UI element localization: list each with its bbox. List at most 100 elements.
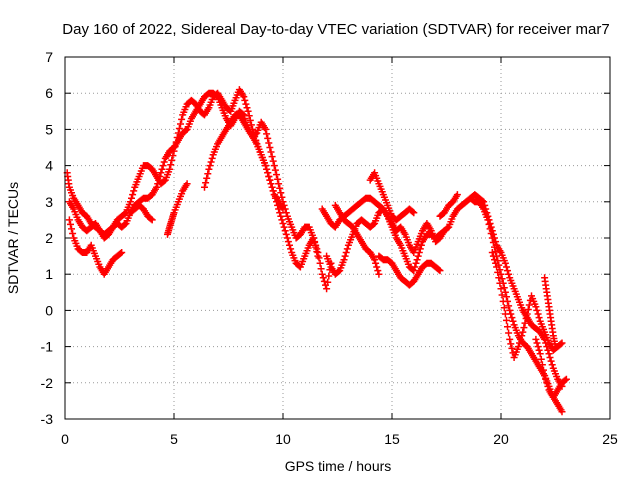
data-point bbox=[65, 216, 73, 224]
data-point bbox=[283, 234, 291, 242]
data-point bbox=[245, 112, 253, 120]
data-point bbox=[506, 306, 514, 314]
data-point bbox=[282, 209, 290, 217]
data-point bbox=[270, 162, 278, 170]
data-point bbox=[121, 210, 129, 218]
y-tick-label: 0 bbox=[45, 302, 53, 318]
data-point bbox=[242, 100, 250, 108]
data-point bbox=[373, 263, 381, 271]
data-point bbox=[506, 335, 514, 343]
data-point bbox=[538, 361, 546, 369]
data-point bbox=[491, 256, 498, 264]
data-point bbox=[435, 266, 443, 274]
data-point bbox=[547, 357, 555, 365]
data-point bbox=[263, 130, 271, 138]
y-axis-label: SDTVAR / TECUs bbox=[5, 182, 21, 294]
data-point bbox=[243, 104, 251, 112]
data-point bbox=[493, 263, 501, 271]
data-point bbox=[266, 176, 274, 184]
y-tick-label: -3 bbox=[41, 411, 54, 427]
data-point bbox=[410, 209, 418, 217]
data-point bbox=[504, 267, 511, 275]
data-point bbox=[487, 223, 495, 231]
data-point bbox=[280, 223, 288, 231]
y-tick-label: 6 bbox=[45, 85, 53, 101]
data-point bbox=[519, 328, 527, 336]
data-point bbox=[284, 238, 292, 246]
data-point bbox=[498, 275, 506, 283]
data-point bbox=[208, 154, 216, 162]
data-point bbox=[340, 256, 348, 264]
data-point bbox=[374, 267, 382, 275]
data-point bbox=[265, 139, 273, 147]
plot-frame bbox=[64, 56, 611, 420]
data-point bbox=[436, 267, 444, 275]
data-point bbox=[504, 323, 511, 331]
data-point bbox=[325, 272, 333, 280]
data-point bbox=[492, 259, 500, 267]
data-point bbox=[496, 279, 504, 287]
data-point bbox=[335, 268, 343, 275]
data-point bbox=[153, 183, 161, 191]
data-point bbox=[500, 284, 508, 292]
data-point bbox=[175, 125, 183, 132]
data-point bbox=[486, 220, 494, 227]
data-point bbox=[542, 375, 550, 383]
data-point bbox=[177, 120, 184, 128]
data-point bbox=[269, 187, 277, 195]
data-point bbox=[501, 310, 509, 318]
data-point bbox=[370, 220, 377, 228]
data-point bbox=[409, 208, 417, 216]
data-point bbox=[207, 158, 215, 166]
data-point bbox=[561, 376, 569, 384]
data-point bbox=[160, 158, 168, 166]
data-point bbox=[411, 263, 419, 271]
data-point bbox=[279, 220, 287, 227]
data-point bbox=[271, 166, 279, 174]
y-tick-label: 3 bbox=[45, 194, 53, 210]
data-point bbox=[262, 162, 270, 170]
data-point bbox=[247, 121, 255, 129]
y-tick-label: -2 bbox=[41, 375, 54, 391]
data-point bbox=[516, 339, 523, 347]
data-point bbox=[548, 361, 556, 369]
data-point bbox=[414, 252, 422, 260]
data-point bbox=[154, 180, 162, 188]
data-point bbox=[482, 205, 490, 213]
data-point bbox=[275, 180, 283, 188]
data-point bbox=[508, 314, 516, 322]
data-point bbox=[265, 173, 273, 180]
data-point bbox=[312, 243, 320, 251]
data-point bbox=[412, 259, 420, 267]
data-point bbox=[324, 278, 332, 286]
data-point bbox=[159, 162, 167, 170]
chart-title: Day 160 of 2022, Sidereal Day-to-day VTE… bbox=[62, 21, 609, 38]
data-point bbox=[158, 165, 166, 173]
data-point bbox=[169, 152, 177, 160]
data-point bbox=[311, 239, 319, 246]
x-axis-label: GPS time / hours bbox=[285, 458, 392, 474]
data-points bbox=[63, 86, 570, 416]
data-point bbox=[488, 249, 496, 256]
data-point bbox=[203, 174, 211, 182]
y-tick-label: 2 bbox=[45, 230, 53, 246]
data-point bbox=[503, 263, 510, 271]
data-point bbox=[204, 170, 212, 178]
data-point bbox=[320, 277, 328, 285]
data-point bbox=[507, 340, 515, 348]
data-point bbox=[183, 180, 191, 188]
data-point bbox=[316, 259, 324, 267]
data-point bbox=[558, 339, 566, 347]
data-point bbox=[495, 274, 503, 282]
x-tick-label: 15 bbox=[384, 431, 400, 447]
data-point bbox=[313, 248, 321, 256]
data-point bbox=[178, 115, 186, 123]
data-point bbox=[286, 241, 293, 249]
data-point bbox=[371, 256, 379, 264]
data-point bbox=[319, 274, 327, 282]
data-point bbox=[541, 372, 549, 380]
data-point bbox=[517, 335, 525, 343]
data-point bbox=[489, 230, 497, 238]
data-point bbox=[117, 249, 125, 257]
data-point bbox=[240, 93, 248, 101]
